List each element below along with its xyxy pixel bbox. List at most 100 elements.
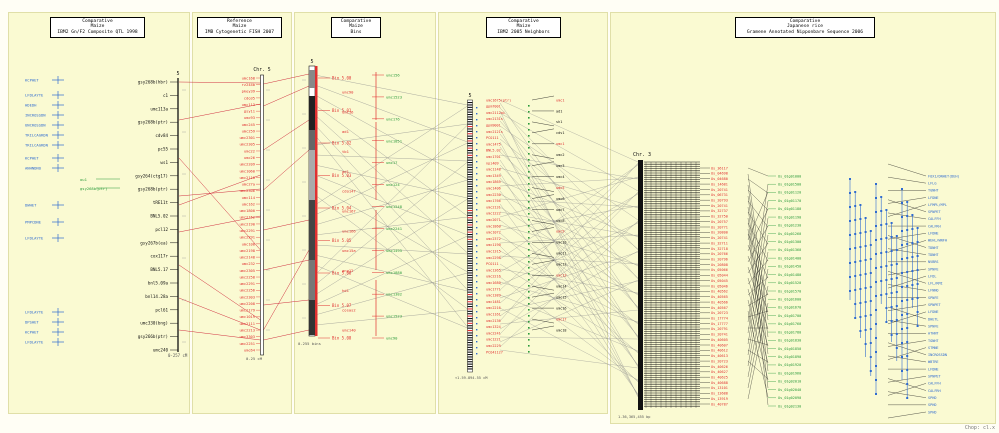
map5-marker-label: Os_20793 [711,198,728,202]
map4-green-mark [528,327,530,329]
map5-marker-label: Os_17774 [711,316,728,320]
map4-marker-label: umc1072 [486,231,501,235]
map5-qtl-mark [849,234,851,236]
map4-right-label: umc5 [556,186,564,190]
map5-qtl-mark [864,329,867,331]
map5-qtl-mark [906,355,909,357]
link-map5-genes [747,242,769,274]
map5-qtl-mark [906,299,909,301]
map4-band [467,279,473,281]
map1-marker-label: gsy268b(ptr) [138,120,168,125]
map4-right-tick [531,95,555,101]
map3-bin-label: Bin 5.02 [332,141,352,146]
link-map4-map5 [499,177,639,187]
map1-qtl-label: DPSHET [25,320,39,325]
map5-gene-label: Os_01g01500 [778,183,801,187]
map5-qtl-label: ATHNT [928,332,939,336]
link-map4-map5 [499,255,639,265]
map4-band [467,358,473,360]
map5-qtl-mark [906,383,909,385]
link-map3-map4 [314,94,468,180]
map5-qtl-label: WEHL/WNFH [928,239,947,243]
title-line: Maize [232,24,247,30]
map4-band [467,234,473,236]
map4-right-label: umc15 [556,295,567,299]
map2-marker-label: umc113 [242,103,255,107]
map5-qtl-mark [875,253,877,255]
map4-blue-mark [476,113,478,115]
link-map3-map4 [314,235,468,306]
map5-gene-label: Os_01g01300 [778,240,801,244]
map4-band [467,298,473,300]
map4-marker-label: umc1389 [486,294,501,298]
map4-marker-label: PCO111 [486,136,499,140]
map5-qtl-label: TDNHT [928,253,939,257]
map4-green-mark [528,213,530,215]
map5-qtl-mark [880,196,883,198]
map4-band [467,157,473,159]
map1-qtl-label: TRILCAGRDN [25,133,49,138]
map4-blue-mark [476,161,478,163]
map4-band [467,306,473,308]
link-map4-map5 [499,128,639,368]
map4-green-mark [528,321,530,323]
link-map3-map4 [314,104,468,217]
map5-qtl-mark [906,327,909,329]
map4-blue-mark [476,341,478,343]
map5-qtl-mark [895,249,898,251]
title-line: IBM2 2005 Neighbors [497,29,550,35]
map4-band [467,152,473,154]
map4-right-label: ad1 [556,109,562,113]
map5-qtl-mark [864,301,867,303]
map4-marker-label: umc2216 [486,306,501,310]
map4-band [467,282,473,284]
link-map4-map5 [499,237,639,295]
map4-marker-label: umc2230 [486,193,501,197]
map5-marker-label: Os_20800 [711,231,728,235]
map5-qtl-mark [885,321,888,323]
map3-left-label: ad1 [342,129,350,134]
map4-band [467,289,473,291]
map4-band [467,337,473,339]
map4-marker-label: umc2071 [486,218,501,222]
map4-band [467,126,473,128]
map5-qtl-label: TGNHT [928,339,939,343]
map5-qtl-mark [885,293,888,295]
link-map4-map5 [499,349,639,369]
link-map5-genes [747,211,769,245]
map5-marker-label: Os_20723 [711,311,728,315]
map5-qtl-mark [875,309,877,311]
map3-left-label: umc166 [342,228,356,233]
map5-marker-label: Os_13688 [711,392,728,396]
map5-qtl-mark [869,230,872,232]
map4-right-label: umc14 [556,284,567,288]
map4-band [467,356,473,358]
title-line: Comparative [789,19,821,24]
link-map2-map3 [263,259,310,271]
link-map5-genes [747,299,769,381]
link-map2-map3 [263,149,310,191]
map2-marker-label: umc1019 [239,315,255,319]
map5-marker-label: Os_36117 [711,166,728,170]
link-map2-map3 [263,299,310,306]
map4-band [467,274,473,276]
map5-qtl-mark [895,305,898,307]
map5-qtl-mark [864,231,867,233]
link-map5-genes [747,200,769,334]
map5-qtl-label: SPNPET [928,375,942,379]
map2-marker-label: rz244b [242,83,255,87]
map5-qtl-mark [901,356,903,358]
map4-green-mark [528,153,530,155]
map5-marker-label: Os_13101 [711,386,728,390]
map5-qtl-mark [875,337,877,339]
map4-band [467,102,473,104]
map5-qtl-label: TGNHT [928,189,939,193]
link-map1-map2 [178,103,261,121]
map4-blue-mark [476,131,478,133]
map4-green-mark [528,291,530,293]
map4-band [467,193,473,195]
title-line: Reference [227,19,252,24]
link-map4-map5 [499,164,639,308]
map4-blue-mark [476,227,478,229]
